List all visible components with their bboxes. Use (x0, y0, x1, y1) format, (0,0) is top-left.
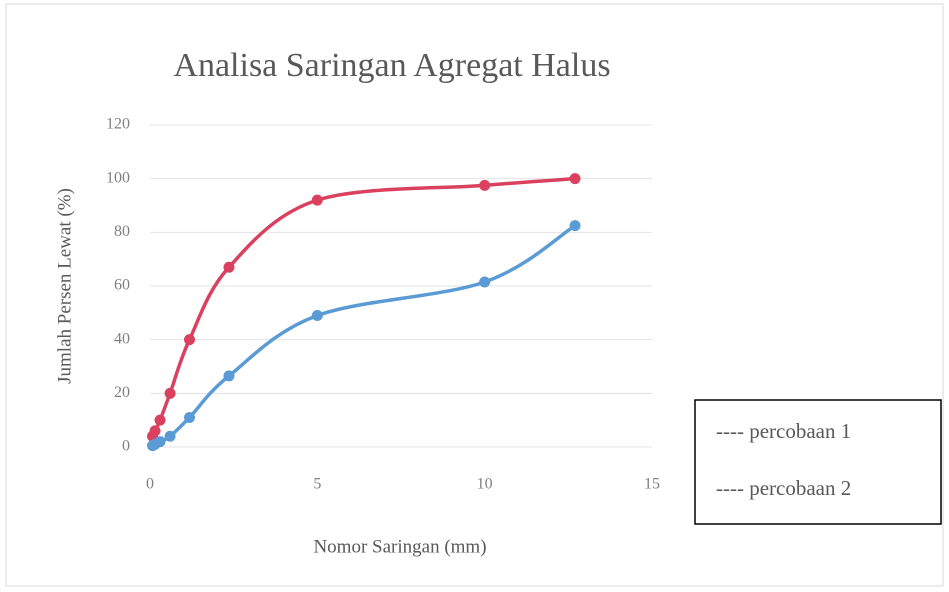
data-point (569, 220, 581, 232)
y-tick-label: 80 (114, 223, 130, 240)
data-point (154, 414, 166, 426)
y-tick-label: 20 (114, 384, 130, 401)
y-tick-label: 120 (106, 116, 130, 133)
data-point (183, 334, 195, 346)
legend-entry: ---- percobaan 1 (716, 419, 851, 443)
data-point (164, 387, 176, 399)
x-tick-label: 0 (146, 476, 154, 493)
data-point (311, 194, 323, 206)
x-tick-label: 15 (644, 476, 660, 493)
data-point (311, 310, 323, 322)
data-point (569, 173, 581, 185)
x-axis-label: Nomor Saringan (mm) (313, 536, 486, 557)
x-tick-label: 10 (477, 476, 493, 493)
x-tick-label: 5 (313, 476, 321, 493)
data-point (149, 425, 161, 437)
data-point (479, 179, 491, 191)
chart-title: Analisa Saringan Agregat Halus (173, 47, 610, 84)
data-point (154, 436, 166, 448)
legend-entry: ---- percobaan 2 (716, 476, 851, 500)
y-tick-label: 0 (122, 438, 130, 455)
data-point (479, 276, 491, 288)
y-axis-label: Jumlah Persen Lewat (%) (54, 188, 75, 384)
data-point (223, 261, 235, 273)
y-tick-label: 100 (106, 169, 130, 186)
y-tick-label: 60 (114, 277, 130, 294)
y-tick-label: 40 (114, 330, 130, 347)
data-point (223, 370, 235, 382)
data-point (164, 430, 176, 442)
legend-box (694, 399, 942, 525)
data-point (183, 411, 195, 423)
